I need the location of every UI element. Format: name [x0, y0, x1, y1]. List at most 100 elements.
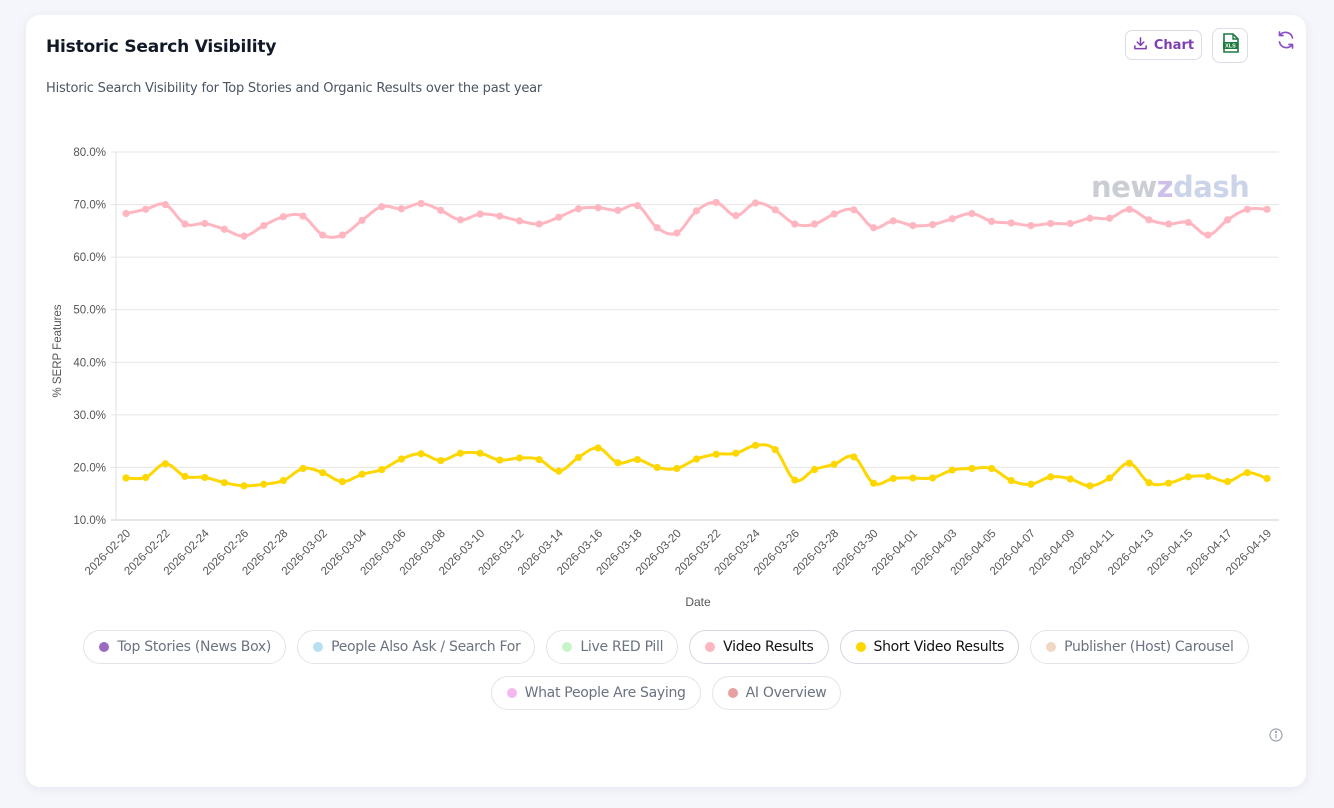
data-point[interactable] — [260, 480, 268, 488]
data-point[interactable] — [574, 205, 583, 213]
data-point[interactable] — [279, 476, 287, 485]
data-point[interactable] — [555, 467, 563, 475]
data-point[interactable] — [1066, 475, 1074, 483]
data-point[interactable] — [1145, 479, 1153, 487]
data-point[interactable] — [1086, 482, 1094, 490]
legend-item[interactable]: What People Are Saying — [490, 676, 701, 710]
data-point[interactable] — [633, 202, 642, 210]
legend-item[interactable]: AI Overview — [711, 676, 842, 710]
data-point[interactable] — [909, 474, 917, 482]
data-point[interactable] — [181, 472, 189, 480]
export-xls-button[interactable]: XLS — [1212, 28, 1248, 63]
data-point[interactable] — [456, 216, 465, 224]
data-point[interactable] — [1047, 473, 1055, 481]
legend-item[interactable]: People Also Ask / Search For — [297, 630, 536, 664]
data-point[interactable] — [1263, 205, 1271, 213]
data-point[interactable] — [968, 464, 976, 473]
data-point[interactable] — [1106, 214, 1114, 222]
data-point[interactable] — [220, 479, 228, 487]
data-point[interactable] — [987, 464, 996, 473]
data-point[interactable] — [712, 198, 720, 207]
data-point[interactable] — [417, 450, 425, 458]
data-point[interactable] — [1106, 474, 1114, 482]
data-point[interactable] — [201, 473, 209, 482]
data-point[interactable] — [673, 464, 681, 473]
data-point[interactable] — [378, 465, 386, 474]
data-point[interactable] — [1263, 474, 1271, 483]
download-chart-button[interactable]: Chart — [1125, 30, 1202, 60]
data-point[interactable] — [397, 205, 406, 213]
data-point[interactable] — [142, 205, 150, 213]
data-point[interactable] — [712, 450, 720, 458]
data-point[interactable] — [496, 456, 504, 464]
data-point[interactable] — [948, 215, 956, 223]
data-point[interactable] — [201, 219, 209, 228]
data-point[interactable] — [889, 474, 897, 483]
data-point[interactable] — [319, 469, 327, 477]
data-point[interactable] — [1066, 219, 1074, 228]
data-point[interactable] — [1007, 219, 1015, 227]
data-point[interactable] — [1224, 478, 1232, 486]
data-point[interactable] — [555, 213, 563, 221]
data-point[interactable] — [1125, 459, 1133, 467]
data-point[interactable] — [732, 212, 740, 220]
data-point[interactable] — [496, 212, 504, 220]
data-point[interactable] — [122, 209, 130, 218]
data-point[interactable] — [830, 210, 838, 218]
data-point[interactable] — [1125, 205, 1133, 213]
data-point[interactable] — [456, 449, 465, 457]
data-point[interactable] — [378, 203, 386, 211]
data-point[interactable] — [928, 220, 937, 229]
data-point[interactable] — [240, 482, 248, 490]
data-point[interactable] — [220, 225, 228, 233]
data-point[interactable] — [968, 209, 976, 218]
data-point[interactable] — [515, 454, 524, 462]
data-point[interactable] — [397, 455, 406, 463]
data-point[interactable] — [791, 476, 799, 484]
data-point[interactable] — [338, 231, 346, 239]
data-point[interactable] — [1204, 231, 1212, 239]
data-point[interactable] — [791, 220, 799, 228]
legend-item[interactable]: Live RED Pill — [546, 630, 679, 664]
data-point[interactable] — [633, 455, 642, 464]
data-point[interactable] — [535, 455, 543, 464]
data-point[interactable] — [1165, 220, 1173, 228]
data-point[interactable] — [476, 210, 484, 218]
legend-item[interactable]: Publisher (Host) Carousel — [1030, 630, 1249, 664]
data-point[interactable] — [437, 456, 445, 465]
data-point[interactable] — [1243, 205, 1251, 213]
data-point[interactable] — [338, 478, 346, 486]
data-point[interactable] — [161, 460, 169, 468]
data-point[interactable] — [515, 217, 524, 225]
info-button[interactable] — [1269, 728, 1283, 742]
data-point[interactable] — [850, 206, 858, 214]
data-point[interactable] — [417, 199, 425, 208]
data-point[interactable] — [614, 459, 622, 467]
data-point[interactable] — [751, 441, 760, 449]
data-point[interactable] — [476, 449, 484, 457]
data-point[interactable] — [810, 465, 819, 474]
data-point[interactable] — [358, 470, 366, 478]
data-point[interactable] — [830, 460, 838, 468]
data-point[interactable] — [653, 463, 661, 472]
data-point[interactable] — [948, 466, 956, 474]
data-point[interactable] — [751, 199, 760, 207]
data-point[interactable] — [299, 212, 307, 220]
data-point[interactable] — [673, 229, 681, 237]
refresh-button[interactable] — [1275, 30, 1297, 53]
data-point[interactable] — [1086, 214, 1094, 222]
data-point[interactable] — [987, 217, 996, 225]
data-point[interactable] — [319, 231, 327, 239]
data-point[interactable] — [869, 479, 878, 487]
data-point[interactable] — [1007, 476, 1015, 485]
data-point[interactable] — [299, 464, 307, 473]
data-point[interactable] — [810, 220, 819, 228]
data-point[interactable] — [928, 474, 937, 482]
data-point[interactable] — [692, 207, 701, 215]
data-point[interactable] — [1027, 480, 1035, 488]
data-point[interactable] — [889, 217, 897, 225]
data-point[interactable] — [1224, 216, 1232, 224]
data-point[interactable] — [594, 204, 602, 212]
data-point[interactable] — [909, 222, 917, 230]
data-point[interactable] — [1204, 472, 1212, 480]
